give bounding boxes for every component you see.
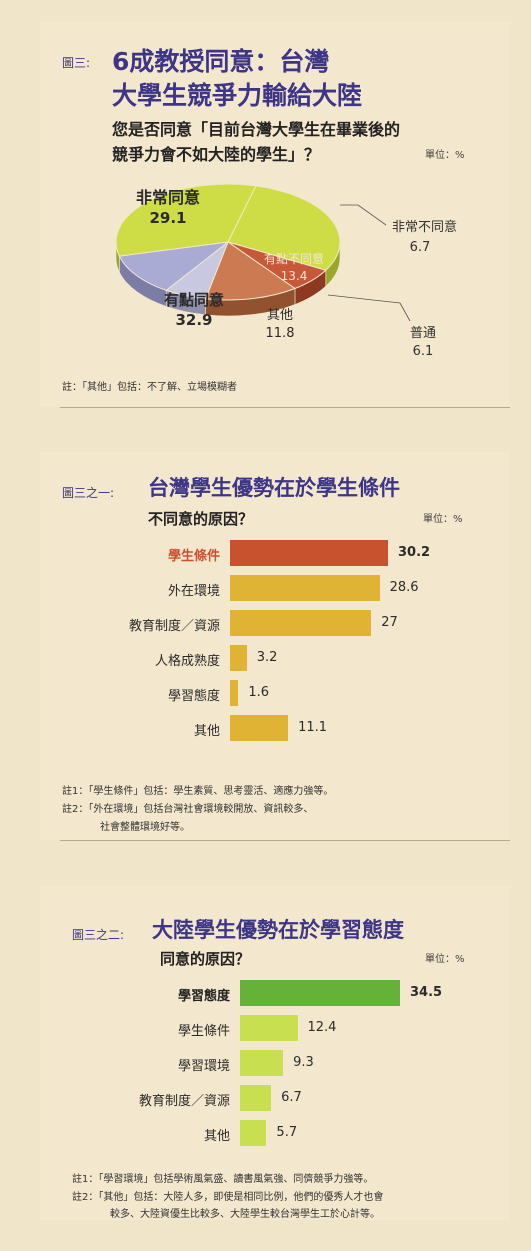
bar-4 [240,1120,267,1146]
bar-value-0: 30.2 [398,545,431,560]
divider-1 [60,407,510,408]
pie-leader-1 [340,204,387,226]
bar-0 [230,540,388,566]
figure3-note1: 註1：「學習環境」包括學術風氣盛、讀書風氣強、同儕競爭力強等。 [72,1174,374,1185]
bar-category-1: 外在環境 [167,584,220,599]
bar-value-1: 28.6 [389,580,419,595]
bar-category-4: 學習態度 [167,689,220,704]
bar-category-4: 其他 [203,1129,230,1144]
pie-value-2: 13.4 [281,269,308,283]
pie-slice-有點同意 [115,183,257,257]
pie-label-5: 有點同意 [164,291,224,309]
bar-5 [230,715,289,741]
figure2-note2b: 社會整體環境好等。 [100,822,190,833]
bar-value-2: 9.3 [293,1055,314,1070]
bar-value-5: 11.1 [298,720,328,735]
bar-category-3: 教育制度／資源 [138,1094,230,1109]
figure2-label: 圖三之一: [62,486,115,500]
figure1-question-line2: 競爭力會不如大陸的學生」？ [112,145,321,164]
bar-value-4: 5.7 [276,1125,298,1140]
figure2-subtitle: 不同意的原因？ [148,510,254,528]
pie-label-1: 非常不同意 [392,219,457,235]
figure1-note: 註：「其他」包括：不了解、立場模糊者 [62,382,237,393]
pie-label-2: 有點不同意 [264,251,324,266]
figure1-title-line2: 大學生競爭力輸給大陸 [112,81,363,110]
figure2-note2a: 註2：「外在環境」包括台灣社會環境較開放、資訊較多、 [62,804,314,815]
figure1-label: 圖三: [62,56,91,70]
figure1-title-line1: 6成教授同意：台灣 [112,47,330,76]
pie-slice-其他 [118,241,230,291]
figure3-note2a: 註2：「其他」包括：大陸人多，即使是相同比例，他們的優秀人才也會 [72,1192,384,1203]
figure3-unit: 單位：% [425,954,465,965]
figure3-note2b: 較多、大陸資優生比較多、大陸學生較台灣學生工於心計等。 [110,1209,380,1220]
bar-category-0: 學生條件 [167,549,220,564]
pie-value-0: 29.1 [149,209,186,227]
bar-3 [240,1085,272,1111]
bar-2 [230,610,372,636]
bar-category-0: 學習態度 [177,989,230,1004]
pie-value-4: 11.8 [266,326,295,341]
bar-0 [240,980,400,1006]
figure1-panel: 圖三: 6成教授同意：台灣 大學生競爭力輸給大陸 您是否同意「目前台灣大學生在畢… [40,22,510,407]
pie-value-5: 32.9 [175,311,212,329]
bar-2 [240,1050,284,1076]
figure3-panel: 圖三之二: 大陸學生優勢在於學習態度 同意的原因？ 單位：% 學習態度 34.5 學… [40,886,510,1220]
bar-value-1: 12.4 [307,1020,337,1035]
figure2-panel: 圖三之一: 台灣學生優勢在於學生條件 不同意的原因？ 單位：% 學生條件 30.2… [40,452,510,840]
bar-category-3: 人格成熟度 [154,654,220,669]
pie-label-4: 其他 [267,308,293,323]
pie-slice-非常同意 [227,185,341,271]
figure3-subtitle: 同意的原因？ [160,950,251,968]
bar-chart-mainland-advantage: 學習態度 34.5 學生條件 12.4 學習環境 9.3 教育制度／資源 6.7 其他 5.7 [40,980,510,1160]
bar-category-2: 教育制度／資源 [128,619,220,634]
figure3-title: 大陸學生優勢在於學習態度 [152,918,404,942]
bar-category-2: 學習環境 [177,1059,230,1074]
bar-value-0: 34.5 [410,985,443,1000]
bar-category-5: 其他 [193,724,220,739]
bar-3 [230,645,247,671]
bar-value-4: 1.6 [248,685,270,700]
pie-chart: 非常同意 29.1 非常不同意 6.7 有點不同意 13.4 普通 6.1 其他 11.8 有點同意… [115,183,457,359]
bar-value-3: 3.2 [256,650,278,665]
bar-value-3: 6.7 [281,1090,302,1105]
bar-4 [230,680,239,706]
pie-label-3: 普通 [410,326,436,341]
bar-1 [240,1015,298,1041]
figure2-title: 台灣學生優勢在於學生條件 [148,476,400,500]
pie-leader-3 [327,294,411,322]
figure3-label: 圖三之二: [72,928,125,942]
bar-category-1: 學生條件 [177,1024,230,1039]
pie-slice-有點不同意 [204,241,297,301]
bar-1 [230,575,380,601]
pie-label-0: 非常同意 [136,188,200,207]
bar-chart-student-advantage: 學生條件 30.2 外在環境 28.6 教育制度／資源 27 人格成熟度 3.2 學習態度 1.6… [40,540,510,750]
figure1-unit: 單位：% [425,150,465,161]
pie-value-3: 6.1 [413,344,434,359]
figure1-question-line1: 您是否同意「目前台灣大學生在畢業後的 [112,120,401,139]
figure2-unit: 單位：% [423,514,463,525]
divider-2 [60,840,510,841]
pie-value-1: 6.7 [410,240,431,255]
figure2-note1: 註1：「學生條件」包括：學生素質、思考靈活、適應力強等。 [62,786,334,797]
bar-value-2: 27 [381,615,398,630]
